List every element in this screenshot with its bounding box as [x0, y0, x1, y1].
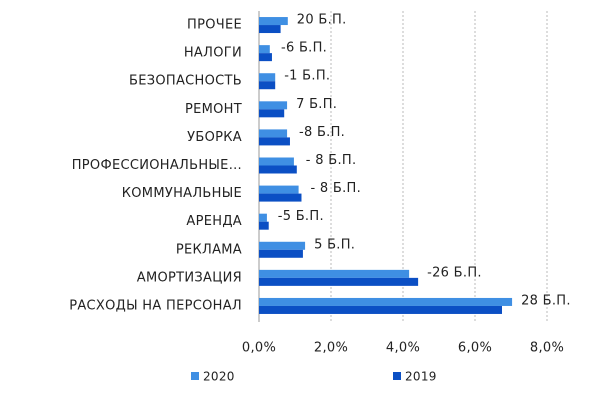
bar [259, 241, 306, 250]
x-tick-label: 4,0% [386, 341, 420, 356]
legend-swatch [191, 372, 199, 380]
bar [259, 165, 297, 174]
y-tick-label: ПРОФЕССИОНАЛЬНЫЕ... [72, 158, 242, 173]
y-tick-label: НАЛОГИ [184, 46, 242, 61]
data-label: 7 Б.П. [296, 97, 337, 112]
bar [259, 73, 276, 82]
data-label: - 8 Б.П. [306, 153, 357, 168]
legend-swatch [393, 372, 401, 380]
y-tick-label: РЕКЛАМА [176, 242, 242, 257]
y-tick-label: КОММУНАЛЬНЫЕ [122, 186, 242, 201]
data-label: - 8 Б.П. [310, 181, 361, 196]
bar [259, 277, 419, 286]
bar [259, 185, 299, 194]
legend-label: 2019 [405, 370, 437, 384]
bar [259, 221, 269, 230]
bar [259, 17, 288, 26]
data-label: -1 Б.П. [284, 69, 330, 84]
x-tick-label: 8,0% [530, 341, 564, 356]
bar [259, 157, 294, 166]
data-label: 5 Б.П. [314, 237, 355, 252]
x-tick-label: 0,0% [242, 341, 276, 356]
bar [259, 101, 288, 110]
bar [259, 129, 288, 138]
data-label: 28 Б.П. [521, 293, 571, 308]
y-tick-label: АРЕНДА [186, 214, 242, 229]
data-label: -26 Б.П. [427, 265, 482, 280]
legend-label: 2020 [203, 370, 235, 384]
y-tick-label: ПРОЧЕЕ [187, 18, 242, 33]
data-label: -5 Б.П. [278, 209, 324, 224]
y-tick-label: БЕЗОПАСНОСТЬ [129, 74, 242, 89]
bar [259, 45, 270, 54]
bar [259, 297, 513, 306]
bar [259, 269, 410, 278]
x-tick-label: 6,0% [458, 341, 492, 356]
bar [259, 25, 281, 34]
bar [259, 109, 285, 118]
data-label: -8 Б.П. [299, 125, 345, 140]
bar [259, 249, 303, 258]
data-label: 20 Б.П. [297, 13, 347, 28]
x-tick-label: 2,0% [314, 341, 348, 356]
y-tick-label: АМОРТИЗАЦИЯ [137, 270, 242, 285]
data-label: -6 Б.П. [281, 41, 327, 56]
bar [259, 213, 267, 222]
bar [259, 193, 302, 202]
bar [259, 53, 272, 62]
bar [259, 305, 502, 314]
bar [259, 81, 276, 90]
bar [259, 137, 290, 146]
y-tick-label: УБОРКА [187, 130, 242, 145]
y-tick-label: РЕМОНТ [185, 102, 242, 117]
y-tick-label: РАСХОДЫ НА ПЕРСОНАЛ [69, 298, 242, 313]
